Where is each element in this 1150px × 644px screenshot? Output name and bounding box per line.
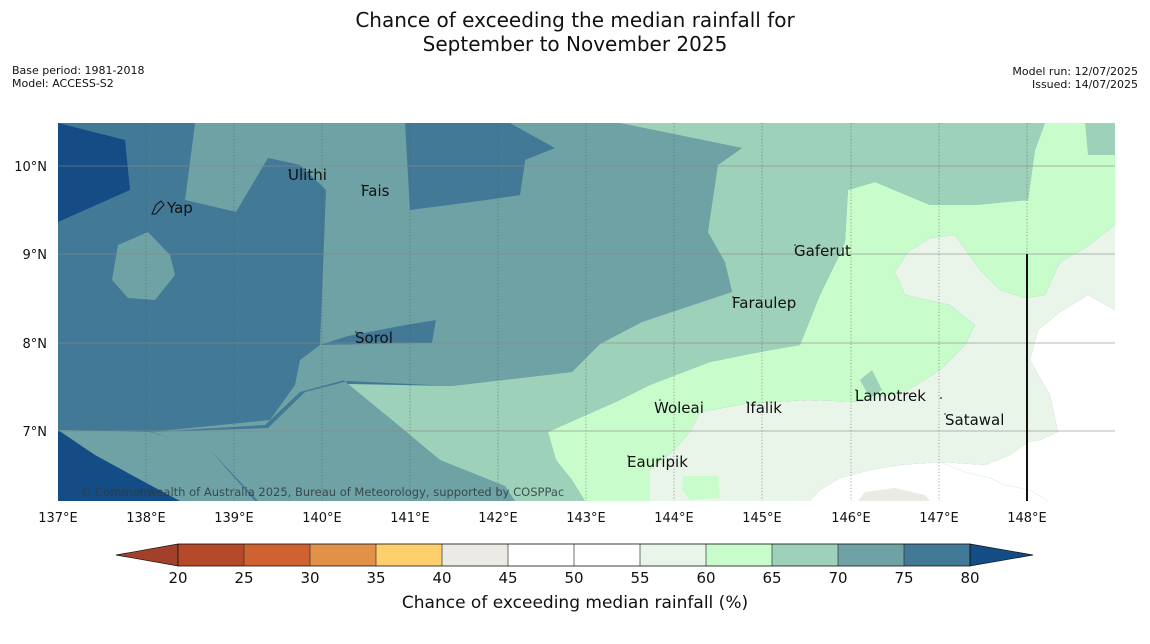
colorbar-swatch-35-40 (376, 544, 442, 566)
label-gaferut: Gaferut (794, 242, 851, 260)
colorbar-swatch-55-60 (640, 544, 706, 566)
lon-tick: 140°E (302, 511, 342, 526)
label-fais: Fais (361, 182, 390, 200)
model-text: Model: ACCESS-S2 (12, 77, 114, 90)
island-dots (288, 169, 946, 457)
region-60-65-south (682, 476, 720, 500)
region-65-70 (348, 123, 1045, 501)
region-gt80-sw (58, 430, 180, 501)
lon-tick: 144°E (654, 511, 694, 526)
issued-text: Issued: 14/07/2025 (1031, 78, 1138, 91)
meta-left: Base period: 1981-2018 Model: ACCESS-S2 (12, 64, 144, 90)
region-55-60 (650, 225, 1115, 501)
lon-tick: 146°E (831, 511, 871, 526)
colorbar-tick: 80 (960, 569, 979, 587)
label-eauripik: Eauripik (627, 453, 688, 471)
title-line-1: Chance of exceeding the median rainfall … (355, 8, 795, 32)
lon-tick: 141°E (390, 511, 430, 526)
region-45-55-s (810, 462, 1048, 501)
label-satawal: Satawal (945, 411, 1004, 429)
label-yap: Yap (166, 199, 193, 217)
map-title: Chance of exceeding the median rainfall … (0, 8, 1150, 56)
colorbar-tick: 20 (168, 569, 187, 587)
region-70-75-yap (112, 232, 175, 300)
meta-right: Model run: 12/07/2025 Issued: 14/07/2025 (1012, 65, 1138, 91)
colorbar-tick: 55 (630, 569, 649, 587)
label-ulithi: Ulithi (288, 166, 327, 184)
colorbar-tick: 75 (894, 569, 913, 587)
lat-tick: 9°N (23, 248, 48, 263)
lat-tick-labels: 10°N 9°N 8°N 7°N (14, 160, 47, 440)
label-ifalik: Ifalik (746, 399, 782, 417)
colorbar: 20 25 30 35 40 45 50 55 60 65 70 75 80 (115, 543, 1034, 587)
label-woleai: Woleai (654, 399, 704, 417)
title-line-2: September to November 2025 (422, 32, 728, 56)
lon-tick: 139°E (214, 511, 254, 526)
colorbar-swatch-30-35 (310, 544, 376, 566)
colorbar-swatch-45-50 (508, 544, 574, 566)
region-60-65 (548, 123, 1115, 501)
lat-gridlines (58, 165, 1115, 432)
colorbar-swatch-60-65 (706, 544, 772, 566)
lat-tick: 8°N (23, 337, 48, 352)
colorbar-tick: 60 (696, 569, 715, 587)
colorbar-arrow-low (115, 543, 179, 567)
yap-island-shape (151, 200, 165, 215)
lon-tick: 138°E (126, 511, 166, 526)
region-65-70-ne (1085, 123, 1115, 155)
region-45-55 (940, 295, 1115, 501)
label-lamotrek: Lamotrek (855, 387, 926, 405)
label-faraulep: Faraulep (732, 294, 796, 312)
colorbar-tick: 40 (432, 569, 451, 587)
base-period-text: Base period: 1981-2018 (12, 64, 145, 77)
label-sorol: Sorol (355, 329, 393, 347)
lon-tick: 147°E (919, 511, 959, 526)
map-panel: Yap Ulithi Fais Gaferut Faraulep Sorol L… (58, 123, 1115, 501)
lat-tick: 7°N (23, 425, 48, 440)
colorbar-swatch-75-80 (904, 544, 970, 566)
region-40-45 (858, 488, 930, 501)
colorbar-tick: 65 (762, 569, 781, 587)
colorbar-tick: 50 (564, 569, 583, 587)
region-gt80-nw (58, 123, 130, 222)
colorbar-label: Chance of exceeding median rainfall (%) (401, 593, 749, 613)
colorbar-tick: 30 (300, 569, 319, 587)
colorbar-frame (177, 543, 971, 567)
colorbar-swatch-65-70 (772, 544, 838, 566)
colorbar-swatch-25-30 (244, 544, 310, 566)
region-70-75-main (152, 123, 742, 501)
colorbar-swatch-70-75 (838, 544, 904, 566)
place-labels: Yap Ulithi Fais Gaferut Faraulep Sorol L… (166, 166, 1004, 471)
colorbar-arrow-high (969, 543, 1034, 567)
lon-gridlines (145, 123, 1028, 501)
lat-tick: 10°N (14, 160, 47, 175)
region-75-80-west (58, 123, 326, 432)
colorbar-tick: 25 (234, 569, 253, 587)
colorbar-swatch-40-45 (442, 544, 508, 566)
colorbar-dividers (243, 544, 905, 566)
colorbar-swatch-20-25 (178, 544, 244, 566)
lon-tick-labels: 137°E 138°E 139°E 140°E 141°E 142°E 143°… (38, 511, 1047, 526)
model-run-text: Model run: 12/07/2025 (1012, 65, 1138, 78)
lon-tick: 142°E (478, 511, 518, 526)
lon-tick: 143°E (566, 511, 606, 526)
colorbar-tick: 70 (828, 569, 847, 587)
lon-tick: 145°E (742, 511, 782, 526)
lon-tick: 137°E (38, 511, 78, 526)
colorbar-tick: 45 (498, 569, 517, 587)
region-65-70-lamotrek (860, 370, 882, 398)
lon-tick: 148°E (1007, 511, 1047, 526)
colorbar-ticks: 20 25 30 35 40 45 50 55 60 65 70 75 80 (168, 569, 979, 587)
colorbar-swatch-50-55 (574, 544, 640, 566)
colorbar-tick: 35 (366, 569, 385, 587)
copyright-text: © Commonwealth of Australia 2025, Bureau… (80, 485, 564, 499)
